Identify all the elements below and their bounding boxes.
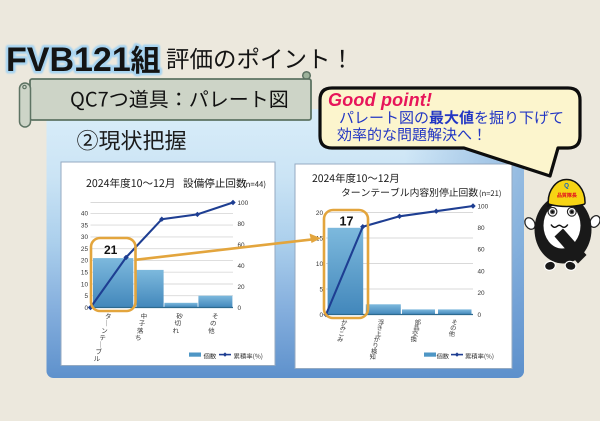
svg-text:テ: テ	[99, 332, 106, 342]
svg-text:FVB121: FVB121	[6, 41, 131, 79]
svg-text:累積率(%): 累積率(%)	[465, 351, 494, 360]
svg-text:品質隊長: 品質隊長	[557, 192, 578, 199]
svg-text:(n=44): (n=44)	[243, 179, 266, 190]
svg-text:21: 21	[104, 243, 118, 257]
svg-text:き: き	[377, 323, 383, 332]
svg-text:60: 60	[238, 242, 246, 249]
svg-text:80: 80	[478, 225, 486, 232]
svg-text:上: 上	[375, 329, 381, 338]
svg-text:Q: Q	[564, 183, 569, 190]
svg-text:換: 換	[411, 335, 417, 344]
svg-text:QC7つ道具：パレート図: QC7つ道具：パレート図	[70, 84, 289, 113]
svg-text:0: 0	[478, 312, 482, 319]
svg-text:こ: こ	[339, 329, 345, 338]
svg-text:設備停止回数: 設備停止回数	[183, 176, 247, 191]
svg-text:落: 落	[137, 325, 144, 335]
svg-text:｜: ｜	[97, 339, 104, 349]
svg-text:ル: ル	[94, 353, 101, 363]
svg-text:評価のポイント！: 評価のポイント！	[166, 41, 354, 75]
svg-text:の: の	[450, 323, 456, 332]
svg-text:80: 80	[238, 221, 246, 228]
svg-text:60: 60	[478, 247, 486, 254]
svg-text:20: 20	[478, 290, 486, 297]
svg-text:累積率(%): 累積率(%)	[234, 351, 263, 360]
svg-text:2024年度10～12月: 2024年度10～12月	[312, 170, 400, 185]
svg-text:(n=21): (n=21)	[479, 188, 501, 199]
svg-text:20: 20	[238, 284, 246, 291]
svg-text:タ: タ	[105, 311, 112, 321]
svg-text:そ: そ	[452, 317, 458, 326]
svg-text:ン: ン	[101, 325, 108, 335]
svg-text:砂: 砂	[176, 311, 183, 321]
svg-text:ブ: ブ	[96, 346, 103, 356]
svg-text:25: 25	[81, 246, 89, 253]
svg-text:30: 30	[81, 234, 89, 241]
svg-text:み: み	[337, 335, 343, 344]
svg-text:検: 検	[371, 346, 378, 355]
svg-text:個数: 個数	[204, 351, 217, 360]
svg-text:100: 100	[478, 203, 489, 210]
svg-text:20: 20	[316, 210, 324, 217]
svg-text:他: 他	[208, 325, 215, 335]
svg-text:100: 100	[238, 200, 249, 207]
svg-text:子: 子	[139, 318, 146, 328]
svg-text:ターンテーブル内容別停止回数: ターンテーブル内容別停止回数	[341, 185, 478, 199]
svg-text:か: か	[341, 317, 347, 326]
svg-text:35: 35	[81, 222, 89, 229]
svg-text:浮: 浮	[378, 317, 384, 326]
svg-text:20: 20	[81, 258, 89, 265]
svg-text:5: 5	[84, 293, 88, 300]
svg-text:17: 17	[340, 215, 354, 229]
svg-text:組: 組	[131, 36, 161, 80]
svg-text:り: り	[372, 341, 378, 350]
svg-text:パレート図の最大値を掘り下げて: パレート図の最大値を掘り下げて	[339, 107, 564, 128]
svg-text:切: 切	[174, 318, 181, 328]
svg-text:個数: 個数	[437, 351, 450, 360]
svg-text:交: 交	[412, 329, 418, 338]
svg-text:②現状把握: ②現状把握	[77, 124, 187, 156]
svg-text:そ: そ	[212, 311, 219, 321]
svg-text:ち: ち	[135, 332, 142, 342]
svg-text:品: 品	[413, 323, 419, 332]
svg-text:部: 部	[415, 317, 421, 326]
svg-text:FVB121: FVB121	[6, 41, 131, 79]
svg-text:10: 10	[316, 261, 324, 268]
svg-text:0: 0	[84, 305, 88, 312]
svg-text:10: 10	[81, 281, 89, 288]
svg-text:効率的な問題解決へ！: 効率的な問題解決へ！	[337, 124, 487, 145]
svg-text:40: 40	[238, 263, 246, 270]
svg-text:中: 中	[141, 311, 148, 321]
svg-text:40: 40	[81, 211, 89, 218]
svg-text:0: 0	[319, 312, 323, 319]
svg-text:の: の	[210, 318, 217, 328]
svg-text:2024年度10～12月: 2024年度10～12月	[86, 176, 175, 191]
svg-text:40: 40	[478, 268, 486, 275]
svg-text:Good point!: Good point!	[328, 90, 432, 110]
svg-text:｜: ｜	[103, 318, 110, 328]
svg-text:み: み	[340, 323, 346, 332]
svg-text:れ: れ	[173, 325, 180, 335]
svg-text:組: 組	[131, 36, 161, 80]
svg-text:他: 他	[449, 329, 455, 338]
svg-text:0: 0	[238, 305, 242, 312]
svg-text:15: 15	[81, 270, 89, 277]
svg-text:知: 知	[370, 352, 376, 361]
svg-text:5: 5	[319, 286, 323, 293]
svg-text:が: が	[374, 335, 381, 344]
